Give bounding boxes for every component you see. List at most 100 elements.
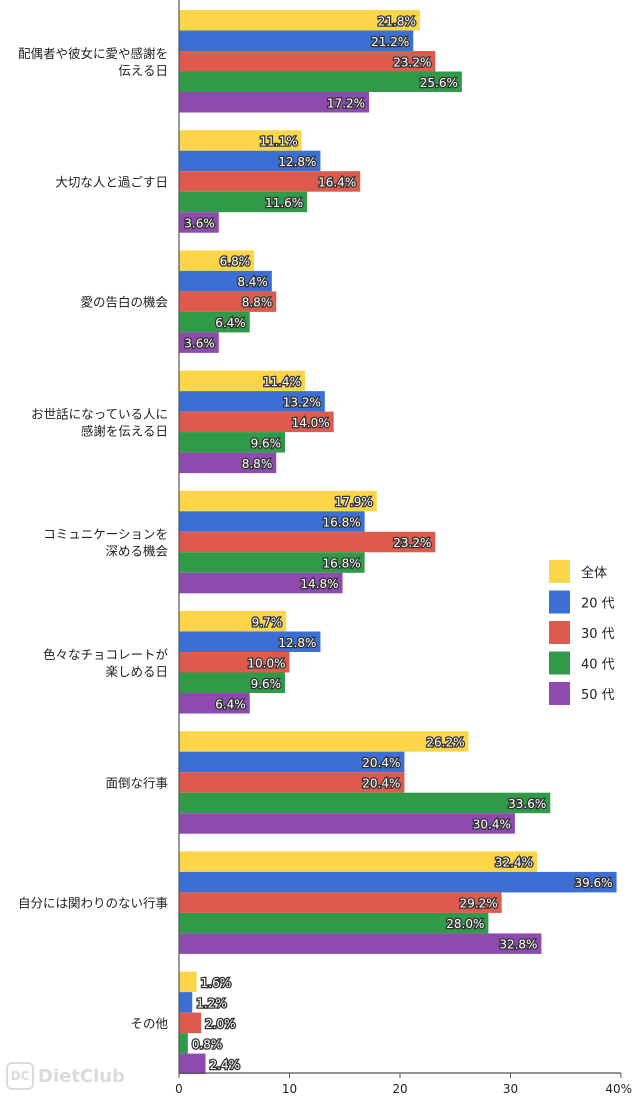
data-label-3-4: 6.4% <box>215 316 246 330</box>
bar-2-1 <box>179 130 302 151</box>
dc-logo-icon: DC <box>6 1062 34 1090</box>
x-tick-label-40: 40% <box>605 1082 632 1096</box>
data-label-8-4: 28.0% <box>446 917 484 931</box>
category-label-6-line-1: 色々なチョコレートが <box>43 647 169 662</box>
data-label-8-5: 32.8% <box>499 938 537 952</box>
bar-7-4 <box>179 792 551 814</box>
bar-6-1 <box>179 611 287 632</box>
data-label-2-4: 11.6% <box>265 196 303 210</box>
bar-3-4 <box>179 311 250 333</box>
data-label-1-1: 21.8% <box>378 14 416 28</box>
data-label-7-2: 20.4% <box>362 756 400 770</box>
bar-8-2 <box>179 871 617 893</box>
bar-2-2 <box>179 150 321 172</box>
data-label-6-1: 9.7% <box>252 615 283 629</box>
bar-9-5 <box>179 1053 206 1075</box>
data-label-4-1: 11.4% <box>263 375 301 389</box>
data-label-5-4: 16.8% <box>323 557 361 571</box>
data-label-3-1: 6.8% <box>220 255 251 269</box>
bar-7-5 <box>179 813 515 834</box>
data-label-8-1: 32.4% <box>495 856 533 870</box>
data-label-5-2: 16.8% <box>323 516 361 530</box>
category-label-6-line-2: 楽しめる日 <box>105 664 168 679</box>
data-label-2-2: 12.8% <box>278 155 316 169</box>
bar-2-3 <box>179 171 361 192</box>
bar-8-5 <box>179 933 542 954</box>
bar-8-4 <box>179 912 489 934</box>
category-label-5-line-2: 深める機会 <box>105 544 168 559</box>
bar-4-1 <box>179 370 305 392</box>
watermark-text: DietClub <box>38 1065 126 1087</box>
bar-1-1 <box>179 10 420 31</box>
x-tick-label-20: 20 <box>392 1082 407 1096</box>
data-label-2-1: 11.1% <box>260 134 298 148</box>
bar-5-2 <box>179 511 365 532</box>
data-label-6-2: 12.8% <box>278 636 316 650</box>
data-label-1-4: 25.6% <box>420 76 458 90</box>
bar-5-3 <box>179 531 436 553</box>
bar-9-4 <box>179 1033 188 1054</box>
data-label-8-3: 29.2% <box>460 897 498 911</box>
category-label-4-line-2: 感謝を伝える日 <box>81 423 168 438</box>
data-label-7-5: 30.4% <box>473 817 511 831</box>
bar-1-4 <box>179 71 462 92</box>
data-label-7-1: 26.2% <box>426 735 464 749</box>
data-label-1-2: 21.2% <box>371 35 409 49</box>
bar-3-1 <box>179 250 255 271</box>
legend-swatch-3 <box>549 621 570 644</box>
data-label-3-5: 3.6% <box>184 337 215 351</box>
data-label-9-4: 0.8% <box>192 1037 223 1051</box>
data-label-4-5: 8.8% <box>242 457 273 471</box>
data-label-4-4: 9.6% <box>251 436 282 450</box>
bar-9-3 <box>179 1012 202 1034</box>
category-label-1-line-2: 伝える日 <box>118 63 168 78</box>
data-label-7-3: 20.4% <box>362 776 400 790</box>
bar-4-5 <box>179 452 277 474</box>
data-label-6-4: 9.6% <box>251 677 282 691</box>
bar-3-5 <box>179 332 219 353</box>
bar-9-2 <box>179 992 193 1013</box>
bar-1-2 <box>179 30 414 51</box>
bar-7-2 <box>179 751 405 773</box>
bar-5-1 <box>179 490 377 512</box>
data-label-3-3: 8.8% <box>242 296 273 310</box>
category-label-3: 愛の告白の機会 <box>80 295 168 310</box>
bar-6-3 <box>179 652 290 673</box>
data-label-5-5: 14.8% <box>300 577 338 591</box>
data-label-2-3: 16.4% <box>318 175 356 189</box>
legend-label-5: 50 代 <box>581 688 615 703</box>
legend-label-1: 全体 <box>581 565 607 581</box>
data-label-4-3: 14.0% <box>292 416 330 430</box>
bar-9-1 <box>179 971 197 993</box>
category-label-2: 大切な人と過ごす日 <box>55 174 168 189</box>
bar-2-4 <box>179 191 308 213</box>
legend-swatch-4 <box>549 651 570 675</box>
data-label-3-2: 8.4% <box>237 275 268 289</box>
category-label-7: 面倒な行事 <box>105 775 168 790</box>
x-tick-label-0: 0 <box>175 1082 183 1096</box>
category-label-8: 自分には関わりのない行事 <box>18 896 168 911</box>
data-label-2-5: 3.6% <box>184 216 215 230</box>
category-label-1-line-1: 配偶者や彼女に愛や感謝を <box>18 46 168 61</box>
legend-label-4: 40 代 <box>581 658 615 673</box>
watermark: DC DietClub <box>6 1062 125 1090</box>
data-label-8-2: 39.6% <box>574 876 612 890</box>
data-label-1-5: 17.2% <box>327 96 365 110</box>
bar-5-5 <box>179 572 343 594</box>
bar-2-5 <box>179 212 219 233</box>
bar-7-1 <box>179 731 469 752</box>
data-label-9-3: 2.0% <box>205 1017 236 1031</box>
category-label-5-line-1: コミュニケーションを <box>43 527 168 542</box>
bar-1-5 <box>179 92 370 113</box>
bar-7-3 <box>179 772 405 793</box>
legend-swatch-5 <box>549 682 570 705</box>
data-label-4-2: 13.2% <box>283 395 321 409</box>
data-label-5-1: 17.9% <box>335 495 373 509</box>
legend-swatch-2 <box>549 590 570 614</box>
category-label-4-line-1: お世話になっている人に <box>31 406 168 421</box>
bar-3-3 <box>179 291 277 312</box>
data-label-6-3: 10.0% <box>247 656 285 670</box>
bar-1-3 <box>179 51 436 72</box>
data-label-9-2: 1.2% <box>196 996 227 1010</box>
